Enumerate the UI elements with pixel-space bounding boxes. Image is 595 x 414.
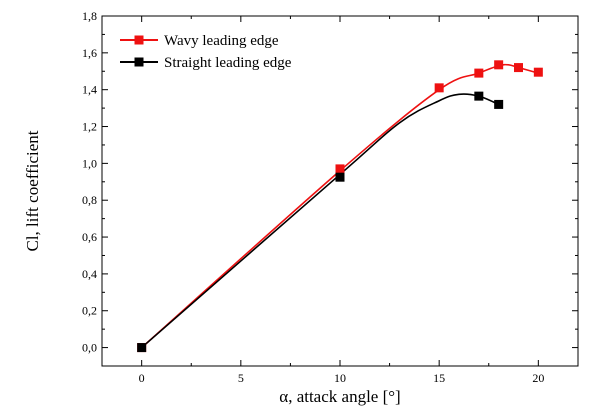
data-point-straight [137, 343, 147, 353]
x-tick-label: 20 [532, 371, 544, 385]
x-axis-title: α, attack angle [°] [279, 387, 400, 406]
data-point-straight [494, 99, 504, 109]
x-tick-label: 5 [238, 371, 244, 385]
y-tick-label: 0,4 [82, 267, 97, 281]
legend-label-straight: Straight leading edge [164, 55, 292, 71]
series-line-straight [141, 93, 499, 349]
series-line-wavy [141, 63, 539, 349]
legend-marker-wavy [134, 35, 144, 45]
data-point-straight [335, 172, 345, 182]
y-tick-label: 1,2 [82, 120, 97, 134]
series-markers [137, 60, 543, 353]
y-axis-ticks: 0,0 0,2 0,4 0,6 0,8 1,0 1,2 1,4 1,6 1,8 [82, 9, 578, 355]
x-tick-label: 10 [334, 371, 346, 385]
data-point-wavy [514, 63, 523, 73]
y-tick-label: 1,6 [82, 46, 97, 60]
legend-marker-straight [134, 57, 144, 67]
data-point-wavy [335, 164, 345, 174]
y-tick-label: 0,2 [82, 304, 97, 318]
y-tick-label: 1,0 [82, 156, 97, 170]
data-point-wavy [533, 67, 543, 77]
series-lines [141, 63, 539, 349]
legend-label-wavy: Wavy leading edge [164, 33, 279, 49]
y-tick-label: 0,6 [82, 230, 97, 244]
x-tick-label: 0 [139, 371, 145, 385]
legend: Wavy leading edge Straight leading edge [120, 33, 292, 71]
y-tick-label: 0,0 [82, 341, 97, 355]
x-axis-ticks: 0 5 10 15 20 [139, 16, 544, 385]
data-point-straight [474, 91, 484, 101]
y-tick-label: 1,8 [82, 9, 97, 23]
y-axis-title: Cl, lift coefficient [23, 130, 42, 251]
data-point-wavy [434, 83, 444, 93]
y-tick-label: 0,8 [82, 193, 97, 207]
data-point-wavy [494, 60, 504, 70]
y-tick-label: 1,4 [82, 83, 97, 97]
x-tick-label: 15 [433, 371, 445, 385]
data-point-wavy [474, 68, 484, 78]
